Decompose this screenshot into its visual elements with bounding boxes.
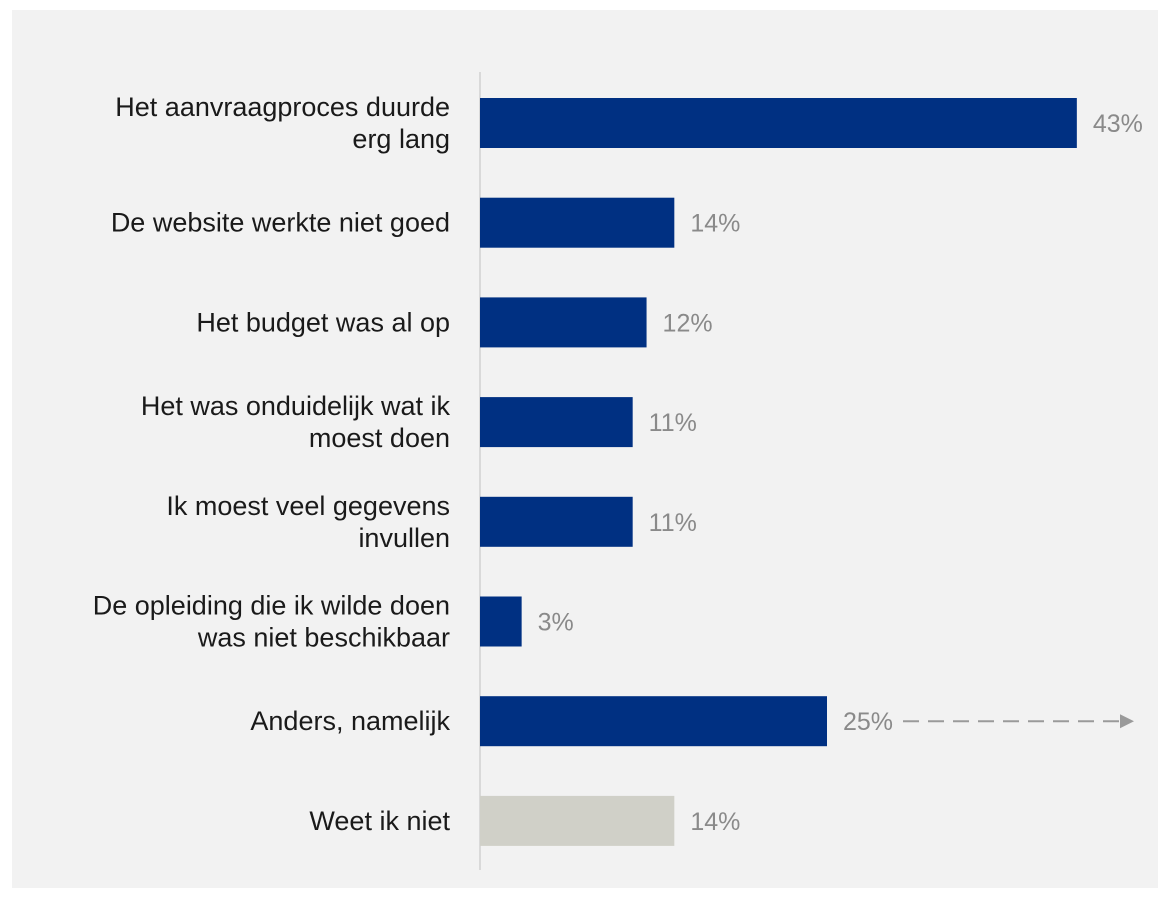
- value-label: 3%: [538, 609, 574, 637]
- value-label: 14%: [690, 210, 740, 238]
- bar: [480, 496, 633, 547]
- category-label: De opleiding die ik wilde doen was niet b…: [93, 591, 450, 653]
- category-label: Het budget was al op: [196, 307, 450, 337]
- bar: [480, 795, 675, 846]
- category-label: Anders, namelijk: [250, 706, 450, 736]
- value-label: 12%: [663, 309, 713, 337]
- bar: [480, 297, 647, 348]
- category-label: Ik moest veel gegevens invullen: [166, 491, 450, 553]
- value-label: 11%: [649, 509, 697, 537]
- arrow-head-icon: [1120, 714, 1134, 729]
- category-label: Het aanvraagproces duurde erg lang: [115, 92, 450, 154]
- bar: [480, 696, 827, 747]
- bars-layer: Het aanvraagproces duurde erg lang 43% De w…: [93, 92, 1143, 846]
- category-label: De website werkte niet goed: [111, 208, 450, 238]
- bar: [480, 397, 633, 448]
- bar: [480, 596, 522, 647]
- chart-panel: Het aanvraagproces duurde erg lang 43% De w…: [12, 10, 1158, 888]
- bar: [480, 98, 1077, 148]
- value-label: 11%: [649, 409, 697, 437]
- value-label: 43%: [1093, 110, 1143, 138]
- value-label: 14%: [690, 808, 740, 836]
- category-label: Weet ik niet: [309, 806, 450, 836]
- category-label: Het was onduidelijk wat ik moest doen: [141, 391, 451, 453]
- bar-chart: Het aanvraagproces duurde erg lang 43% De w…: [93, 72, 1143, 870]
- bar: [480, 197, 675, 248]
- value-label: 25%: [843, 708, 893, 736]
